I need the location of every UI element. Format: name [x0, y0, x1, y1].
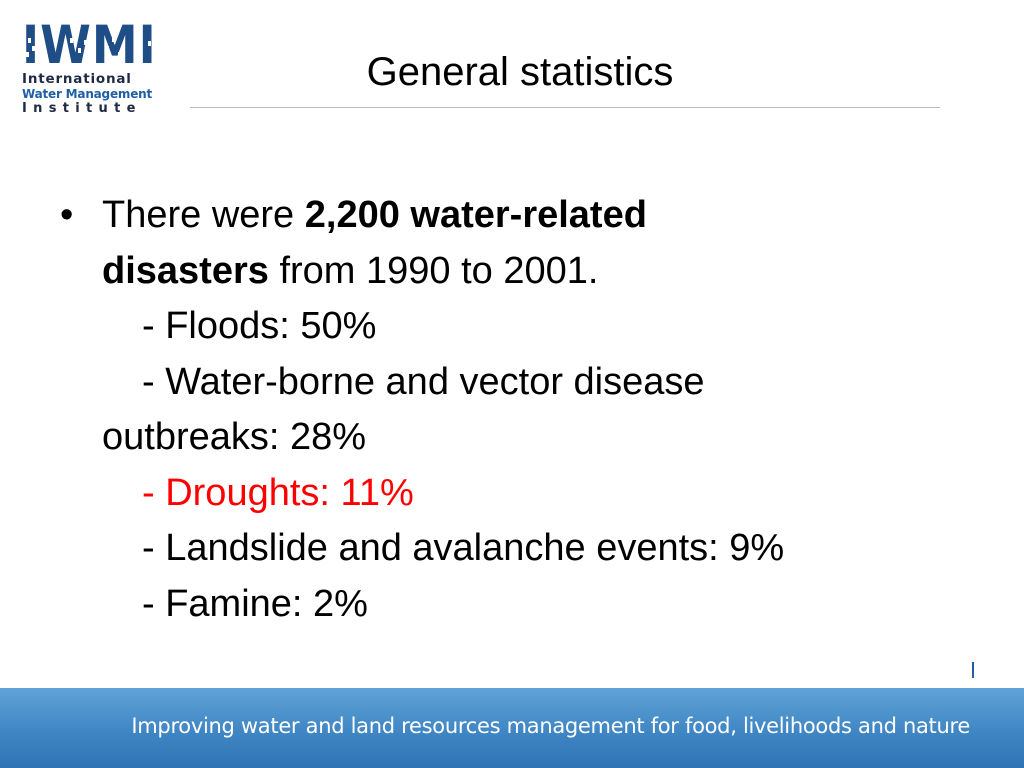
bullet-bold-disasters: disasters [102, 249, 269, 292]
bullet-text: There were 2,200 water-related [102, 188, 647, 244]
logo-wordmark: IWMI [22, 13, 157, 76]
slide-title: General statistics [366, 50, 674, 94]
slide-marker [972, 662, 974, 678]
logo-line-institute: Institute [22, 101, 142, 116]
bullet-intro-text: There were [102, 194, 305, 236]
slide-body: • There were 2,200 water-related disaste… [60, 188, 940, 632]
title-divider [190, 107, 940, 108]
item-waterborne: - Water-borne and vector disease [142, 360, 705, 403]
logo-line-international: International [22, 71, 132, 87]
item-waterborne-continuation: outbreaks: 28% [102, 416, 367, 458]
item-landslide: - Landslide and avalanche events: 9% [142, 527, 785, 569]
bullet-bold-count: 2,200 water-related [304, 194, 647, 236]
footer-tagline: Improving water and land resources manag… [131, 714, 970, 738]
bullet-continuation: disasters from 1990 to 2001. [60, 244, 940, 300]
logo-line-water-management: Water Management [22, 87, 153, 101]
footer-banner: Improving water and land resources manag… [0, 688, 1024, 768]
iwmi-logo: IWMI International Water Management Inst… [22, 18, 168, 122]
bullet-tail-text: from 1990 to 2001. [268, 249, 599, 292]
item-floods: - Floods: 50% [142, 305, 377, 347]
bullet-dot-icon: • [60, 194, 74, 236]
item-famine: - Famine: 2% [142, 582, 368, 625]
bullet-item: • There were 2,200 water-related [60, 188, 940, 244]
item-droughts: - Droughts: 11% [142, 471, 414, 514]
